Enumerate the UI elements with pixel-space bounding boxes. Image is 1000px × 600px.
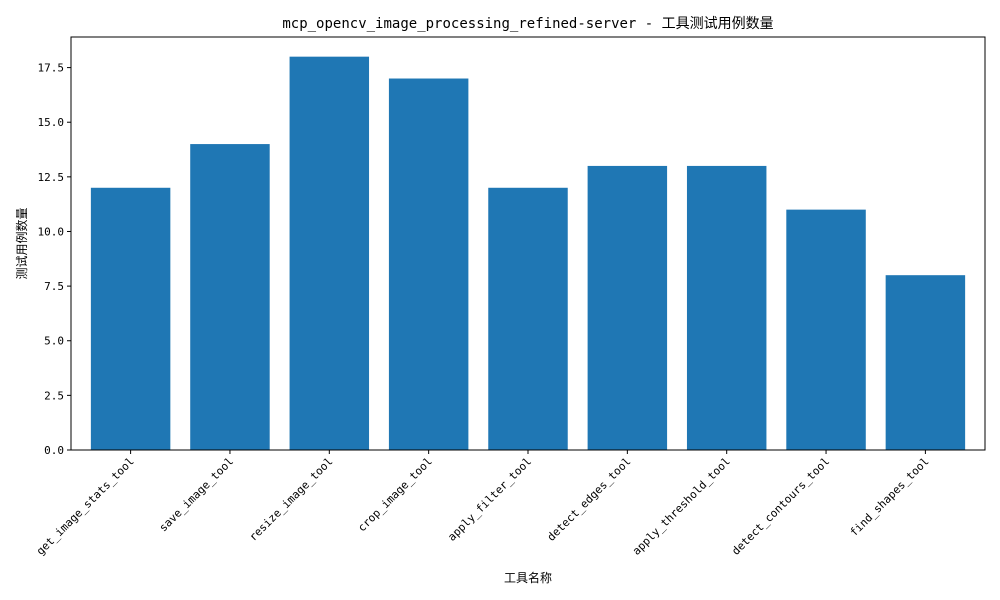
x-tick-label-resize_image_tool: resize_image_tool — [247, 455, 336, 544]
y-axis: 0.0 2.5 5.0 7.5 10.0 12.5 15.0 17.5 — [38, 62, 71, 457]
bar-detect_contours_tool — [786, 209, 866, 450]
bars-group — [90, 56, 966, 451]
x-tick-label-apply_threshold_tool: apply_threshold_tool — [630, 455, 733, 558]
x-tick-label-apply_filter_tool: apply_filter_tool — [445, 455, 534, 544]
y-axis-label: 测试用例数量 — [14, 207, 29, 279]
bar-get_image_stats_tool — [90, 187, 171, 450]
bar-apply_threshold_tool — [686, 165, 767, 451]
bar-detect_edges_tool — [587, 165, 668, 451]
y-tick-label-3: 7.5 — [44, 280, 64, 293]
bar-apply_filter_tool — [488, 187, 568, 450]
y-tick-label-4: 10.0 — [38, 225, 65, 238]
x-tick-label-find_shapes_tool: find_shapes_tool — [847, 455, 931, 539]
chart-title: mcp_opencv_image_processing_refined-serv… — [282, 16, 773, 32]
x-axis-label: 工具名称 — [504, 570, 552, 585]
y-tick-label-2: 5.0 — [44, 335, 64, 348]
bar-save_image_tool — [190, 144, 270, 450]
x-tick-label-save_image_tool: save_image_tool — [157, 455, 236, 534]
y-tick-label-5: 12.5 — [38, 171, 65, 184]
x-tick-label-detect_edges_tool: detect_edges_tool — [545, 455, 634, 544]
bar-crop_image_tool — [388, 78, 469, 450]
y-tick-label-1: 2.5 — [44, 389, 64, 402]
y-tick-label-7: 17.5 — [38, 62, 65, 75]
plot-frame — [70, 36, 986, 451]
x-axis: get_image_stats_tool save_image_tool resiz… — [34, 450, 932, 558]
bar-find_shapes_tool — [885, 275, 966, 450]
y-tick-label-0: 0.0 — [44, 444, 64, 457]
x-tick-label-get_image_stats_tool: get_image_stats_tool — [34, 455, 137, 558]
x-tick-label-detect_contours_tool: detect_contours_tool — [729, 455, 832, 558]
y-tick-label-6: 15.0 — [38, 116, 65, 129]
x-tick-label-crop_image_tool: crop_image_tool — [355, 455, 434, 534]
bar-resize_image_tool — [289, 56, 370, 451]
